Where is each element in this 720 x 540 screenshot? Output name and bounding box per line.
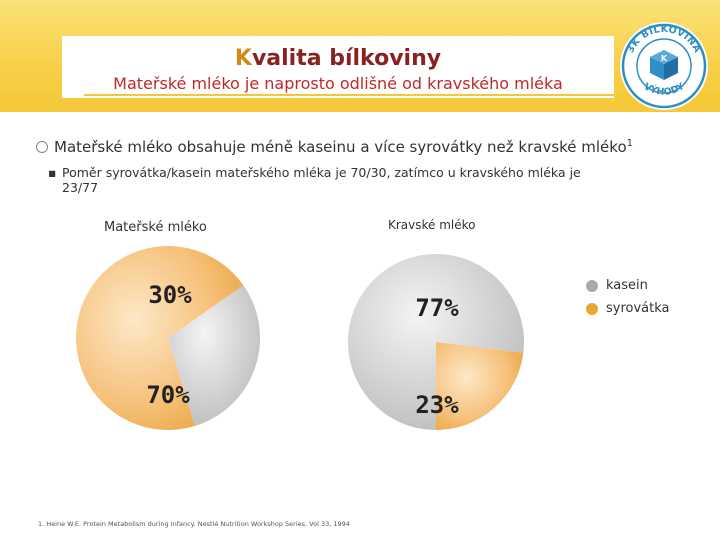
- page-subtitle: Mateřské mléko je naprosto odlišné od kr…: [113, 74, 563, 93]
- legend-swatch-syrovatka: [586, 302, 598, 315]
- pie-title-cow-milk: Kravské mléko: [388, 218, 476, 232]
- svg-text:VÝHODY: VÝHODY: [642, 81, 687, 98]
- bullet-marker-icon: [36, 140, 48, 153]
- pie-label-syrovatka-human: 70%: [146, 381, 190, 409]
- pie-slice-kasein-cow: [348, 254, 524, 430]
- pie-title-human-milk: Mateřské mléko: [104, 220, 207, 235]
- pie-label-syrovatka-cow: 23%: [415, 391, 459, 419]
- cube-icon: K: [650, 50, 678, 80]
- pie-slice-kasein-human: [168, 285, 260, 426]
- pie-label-kasein-cow: 77%: [415, 294, 459, 322]
- sub-bullet-dot-icon: ▪: [48, 165, 57, 180]
- title-underline: [84, 94, 614, 96]
- pie-label-kasein-human: 30%: [148, 281, 192, 309]
- sub-bullet: ▪ Poměr syrovátka/kasein mateřského mléka…: [48, 165, 581, 195]
- pie-slice-syrovatka-human: [76, 246, 244, 431]
- badge-bottom-text: VÝHODY: [642, 81, 687, 98]
- svg-text:K: K: [661, 54, 668, 63]
- legend-item-kasein: kasein: [586, 278, 670, 293]
- pie-slice-syrovatka-cow: [436, 342, 524, 431]
- legend-item-syrovatka: syrovátka: [586, 301, 670, 316]
- main-bullet: Mateřské mléko obsahuje méně kaseinu a v…: [36, 138, 633, 156]
- legend-swatch-kasein: [586, 279, 598, 292]
- protein-benefits-badge: 3K BÍLKOVINA VÝHODY K: [620, 22, 708, 110]
- title-panel: Kvalita bílkoviny Mateřské mléko je napr…: [62, 36, 614, 98]
- footnote: 1. Heine W.E. Protein Metabolism during …: [38, 520, 350, 528]
- chart-legend: kasein syrovátka: [586, 278, 670, 324]
- page-title: Kvalita bílkoviny: [234, 46, 442, 71]
